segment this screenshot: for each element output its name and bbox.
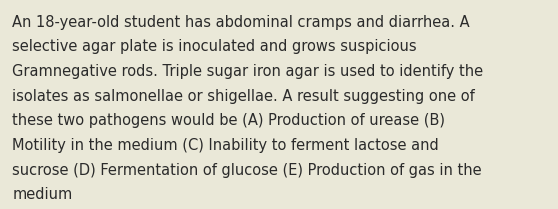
Text: Gramnegative rods. Triple sugar iron agar is used to identify the: Gramnegative rods. Triple sugar iron aga… <box>12 64 483 79</box>
Text: selective agar plate is inoculated and grows suspicious: selective agar plate is inoculated and g… <box>12 39 417 54</box>
Text: An 18-year-old student has abdominal cramps and diarrhea. A: An 18-year-old student has abdominal cra… <box>12 15 470 30</box>
Text: Motility in the medium (C) Inability to ferment lactose and: Motility in the medium (C) Inability to … <box>12 138 439 153</box>
Text: isolates as salmonellae or shigellae. A result suggesting one of: isolates as salmonellae or shigellae. A … <box>12 89 475 104</box>
Text: sucrose (D) Fermentation of glucose (E) Production of gas in the: sucrose (D) Fermentation of glucose (E) … <box>12 163 482 178</box>
Text: these two pathogens would be (A) Production of urease (B): these two pathogens would be (A) Product… <box>12 113 445 128</box>
Text: medium: medium <box>12 187 73 202</box>
